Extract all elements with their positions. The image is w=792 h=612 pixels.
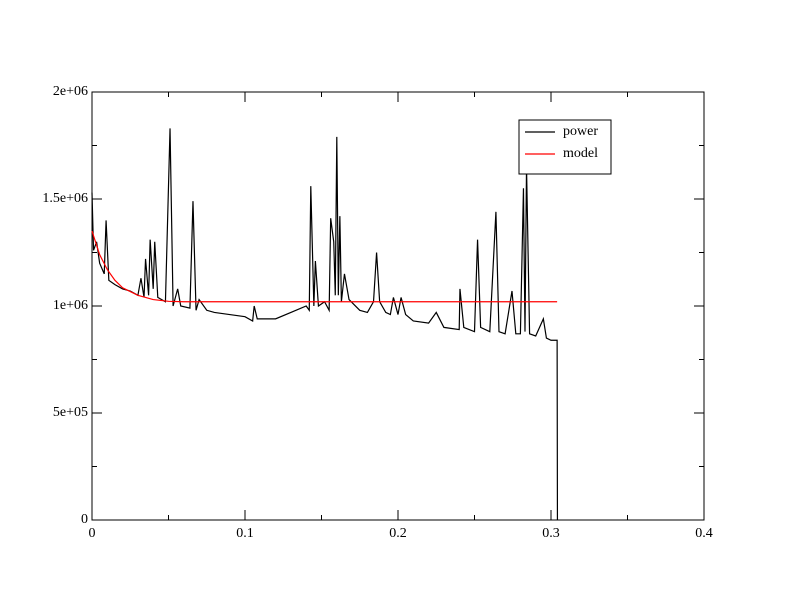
x-tick-label: 0 [89, 526, 96, 541]
x-tick-label: 0.1 [236, 526, 254, 541]
legend-box [518, 119, 612, 175]
y-tick-label: 1e+06 [53, 298, 88, 313]
y-tick-label: 0 [81, 512, 88, 527]
series-line [91, 128, 559, 521]
x-tick-label: 0.4 [695, 526, 713, 541]
x-tick-label: 0.3 [542, 526, 560, 541]
x-tick-label: 0.2 [389, 526, 407, 541]
y-tick-label: 2e+06 [53, 84, 88, 99]
series-line [91, 230, 558, 303]
legend-label: model [563, 146, 598, 161]
legend-label: power [563, 124, 598, 139]
y-tick-label: 1.5e+06 [42, 191, 88, 206]
y-tick-label: 5e+05 [53, 405, 88, 420]
